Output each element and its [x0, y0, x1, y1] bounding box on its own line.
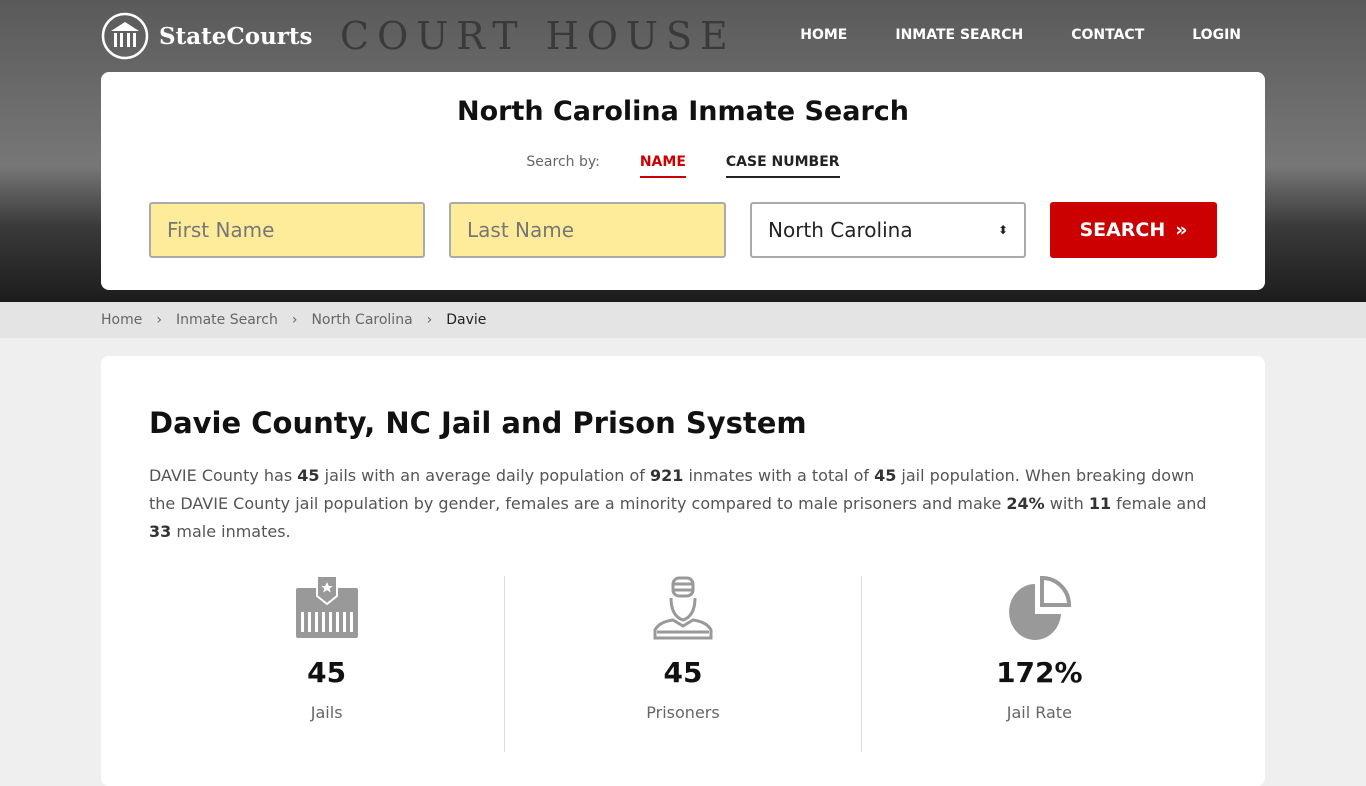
chevron-right-icon: ›: [291, 312, 298, 328]
prisoners-label: Prisoners: [646, 703, 720, 722]
hero-banner: COURT HOUSE StateCourts HOME INMATE SEAR…: [0, 0, 1366, 302]
page-title: Davie County, NC Jail and Prison System: [149, 406, 807, 440]
breadcrumb-north-carolina[interactable]: North Carolina: [311, 312, 413, 328]
main-nav: HOME INMATE SEARCH CONTACT LOGIN: [800, 27, 1241, 43]
nav-login[interactable]: LOGIN: [1192, 27, 1241, 43]
nav-home[interactable]: HOME: [800, 27, 848, 43]
main-content: Davie County, NC Jail and Prison System …: [101, 356, 1265, 786]
search-card: North Carolina Inmate Search Search by: …: [101, 72, 1265, 290]
tab-case-number[interactable]: CASE NUMBER: [725, 154, 840, 178]
tab-name[interactable]: NAME: [639, 154, 686, 178]
brand-name: StateCourts: [159, 22, 313, 50]
search-by-label: Search by:: [526, 154, 600, 170]
logo[interactable]: StateCourts: [101, 12, 312, 60]
jails-label: Jails: [310, 703, 343, 722]
breadcrumb-home[interactable]: Home: [101, 312, 143, 328]
jail-rate-value: 172%: [996, 656, 1083, 689]
stat-prisoners: 45 Prisoners: [505, 576, 862, 752]
breadcrumb-inmate-search[interactable]: Inmate Search: [175, 312, 278, 328]
hero-background-text: COURT HOUSE: [340, 14, 736, 58]
jails-value: 45: [307, 656, 347, 689]
jail-icon: [295, 575, 358, 638]
pie-chart-icon: [1009, 575, 1072, 640]
double-chevron-right-icon: »: [1175, 219, 1188, 241]
breadcrumb: Home › Inmate Search › North Carolina › Dav…: [0, 302, 1366, 338]
stat-jail-rate: 172% Jail Rate: [862, 575, 1217, 752]
first-name-input[interactable]: First Name: [149, 202, 425, 258]
nav-inmate-search[interactable]: INMATE SEARCH: [895, 27, 1024, 43]
breadcrumb-current: Davie: [446, 312, 487, 328]
stat-jails: 45 Jails: [149, 575, 506, 752]
jail-rate-label: Jail Rate: [1006, 703, 1072, 722]
chevron-right-icon: ›: [426, 312, 433, 328]
search-button-label: SEARCH: [1079, 219, 1166, 241]
state-select[interactable]: North Carolina ⬍: [750, 202, 1026, 258]
prisoners-value: 45: [663, 656, 703, 689]
last-name-input[interactable]: Last Name: [449, 202, 726, 258]
state-value: North Carolina: [768, 218, 913, 242]
chevron-right-icon: ›: [156, 312, 162, 328]
courthouse-logo-icon: [101, 12, 149, 60]
search-title: North Carolina Inmate Search: [457, 96, 909, 127]
prisoner-icon: [653, 576, 713, 640]
nav-contact[interactable]: CONTACT: [1071, 27, 1145, 43]
summary-paragraph: DAVIE County has 45 jails with an averag…: [149, 466, 1207, 541]
select-arrows-icon: ⬍: [997, 223, 1008, 237]
search-button[interactable]: SEARCH »: [1050, 202, 1217, 258]
